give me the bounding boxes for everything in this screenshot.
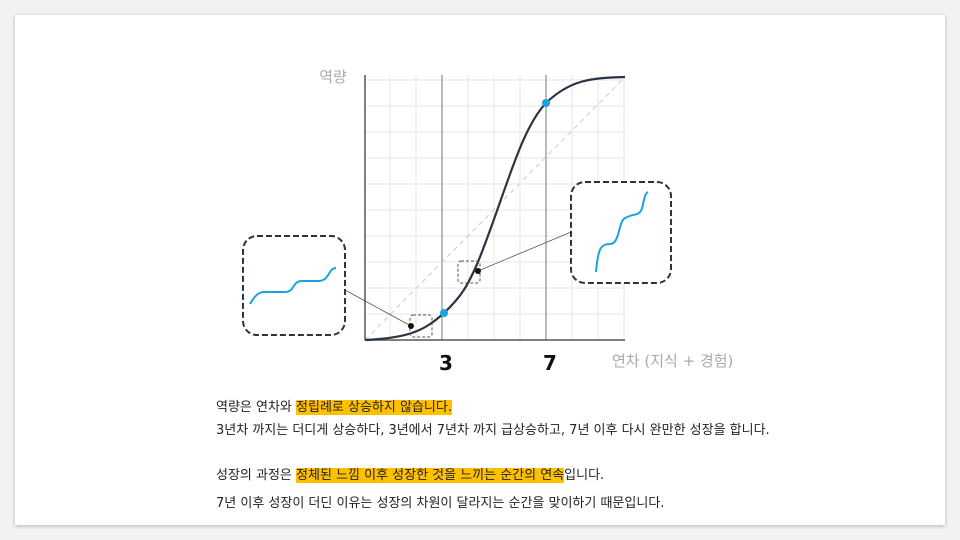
x-tick-label: 7	[543, 351, 557, 375]
y-axis-label: 역량	[319, 68, 347, 86]
text: 성장의 과정은	[216, 468, 297, 483]
x-tick-label: 3	[439, 351, 453, 375]
text: 입니다.	[564, 468, 605, 483]
x-axis-label: 연차 (지식 + 경험)	[612, 352, 733, 370]
step-curve	[595, 191, 649, 273]
diagonal	[364, 76, 626, 341]
dot	[408, 323, 414, 329]
zoom-box	[457, 260, 481, 284]
connector	[477, 231, 572, 272]
callout-box	[570, 181, 672, 284]
paragraph: 역량은 연차와 정립례로 상승하지 않습니다.	[216, 399, 776, 416]
text: 역량은 연차와	[216, 400, 297, 415]
highlight: 정립례로 상승하지 않습니다.	[296, 400, 452, 415]
growth-curve	[364, 75, 626, 342]
text: 3년차 까지는 더디게 상승하다, 3년에서 7년차 까지 급상승하고, 7년 …	[216, 423, 770, 438]
paragraph: 성장의 과정은 정체된 느낌 이후 성장한 것을 느끼는 순간의 연속입니다.	[216, 467, 776, 484]
inflection-dot	[542, 99, 550, 107]
text: 7년 이후 성장이 더딘 이유는 성장의 차원이 달라지는 순간을 맞이하기 때…	[216, 496, 665, 511]
inflection-dot	[440, 309, 448, 317]
paragraph: 3년차 까지는 더디게 상승하다, 3년에서 7년차 까지 급상승하고, 7년 …	[216, 422, 776, 439]
step-curve	[249, 267, 337, 305]
zoom-box	[409, 314, 433, 338]
connector	[344, 289, 412, 327]
paragraph: 7년 이후 성장이 더딘 이유는 성장의 차원이 달라지는 순간을 맞이하기 때…	[216, 495, 776, 512]
highlight: 정체된 느낌 이후 성장한 것을 느끼는 순간의 연속	[296, 468, 565, 483]
dot	[475, 268, 481, 274]
